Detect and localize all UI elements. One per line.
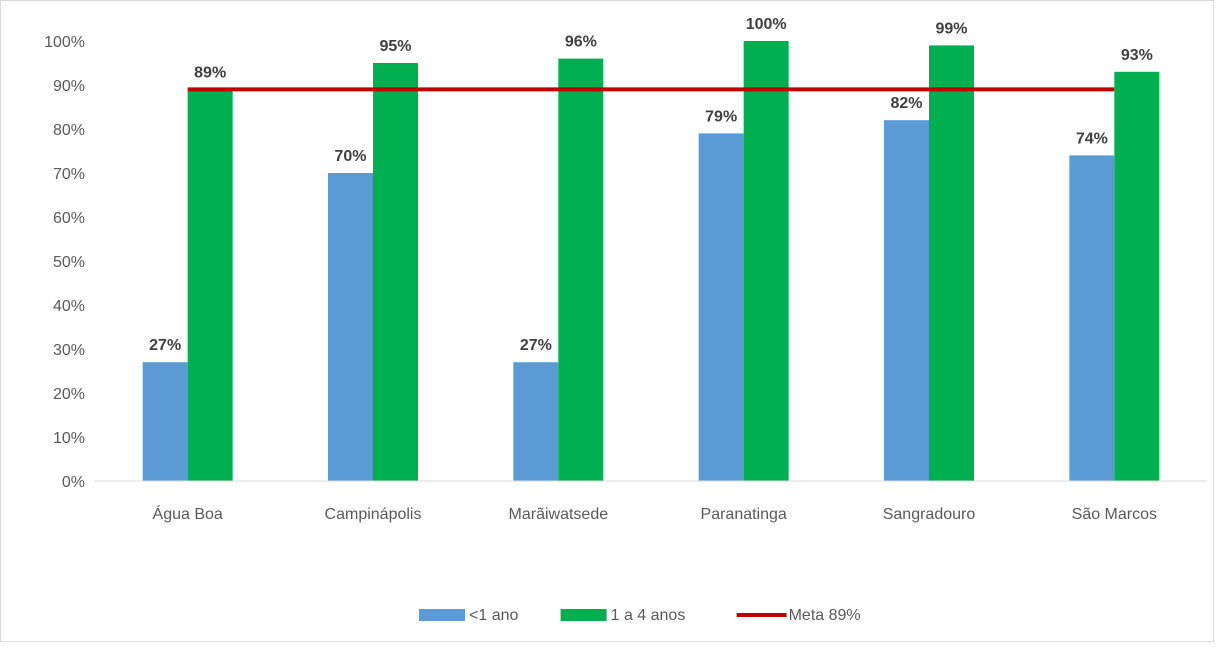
data-label: 82% xyxy=(890,95,922,112)
y-tick-label: 80% xyxy=(53,122,85,139)
x-category-label: Campinápolis xyxy=(325,506,422,523)
bar xyxy=(328,173,373,481)
bar xyxy=(142,362,188,481)
bar xyxy=(187,89,233,482)
x-category-label: Água Boa xyxy=(153,504,223,523)
x-category-label: São Marcos xyxy=(1072,506,1157,523)
x-category-label: Sangradouro xyxy=(883,506,976,523)
y-tick-label: 20% xyxy=(53,386,85,403)
data-label: 99% xyxy=(935,20,967,37)
legend-label: 1 a 4 anos xyxy=(611,607,686,624)
y-tick-label: 40% xyxy=(53,298,85,315)
legend-swatch xyxy=(560,609,607,621)
data-label: 96% xyxy=(565,34,597,51)
data-label: 27% xyxy=(149,337,181,354)
chart-frame: 0% 10% 20% 30% 40% 50% 60% 70% 80% 90% 100% 27% 89%… xyxy=(0,0,1214,642)
bar xyxy=(558,58,604,481)
y-tick-label: 70% xyxy=(53,166,85,183)
bar xyxy=(698,133,744,481)
bar xyxy=(743,41,789,481)
y-tick-label: 30% xyxy=(53,342,85,359)
legend-label: <1 ano xyxy=(469,607,518,624)
y-tick-label: 0% xyxy=(62,474,85,491)
bar xyxy=(513,362,559,481)
bar xyxy=(884,120,929,481)
data-label: 79% xyxy=(705,108,737,125)
y-tick-label: 50% xyxy=(53,254,85,271)
data-label: 70% xyxy=(334,148,366,165)
bar xyxy=(1114,71,1160,482)
legend-swatch xyxy=(419,609,465,621)
legend-label: Meta 89% xyxy=(789,607,861,624)
chart: 0% 10% 20% 30% 40% 50% 60% 70% 80% 90% 100% 27% 89%… xyxy=(44,16,1207,624)
data-label: 100% xyxy=(746,16,787,33)
y-tick-label: 60% xyxy=(53,210,85,227)
data-label: 27% xyxy=(520,337,552,354)
bar xyxy=(929,45,974,482)
y-tick-label: 10% xyxy=(53,430,85,447)
data-label: 74% xyxy=(1076,130,1108,147)
plot-area: 27% 89% 70% 95% 27% 96% 79% 100% 82% 99% 74% 93% xyxy=(142,16,1160,482)
data-label: 89% xyxy=(194,64,226,81)
x-category-label: Paranatinga xyxy=(701,506,787,523)
y-tick-label: 90% xyxy=(53,78,85,95)
data-label: 95% xyxy=(379,38,411,55)
y-axis: 0% 10% 20% 30% 40% 50% 60% 70% 80% 90% 100% xyxy=(44,34,85,491)
y-tick-label: 100% xyxy=(44,34,85,51)
x-category-label: Marãiwatsede xyxy=(509,506,609,523)
x-axis: Água Boa Campinápolis Marãiwatsede Paranati… xyxy=(95,480,1207,523)
legend: <1 ano 1 a 4 anos Meta 89% xyxy=(419,607,861,624)
bar xyxy=(373,63,418,481)
data-label: 93% xyxy=(1121,47,1153,64)
bar xyxy=(1069,155,1115,481)
